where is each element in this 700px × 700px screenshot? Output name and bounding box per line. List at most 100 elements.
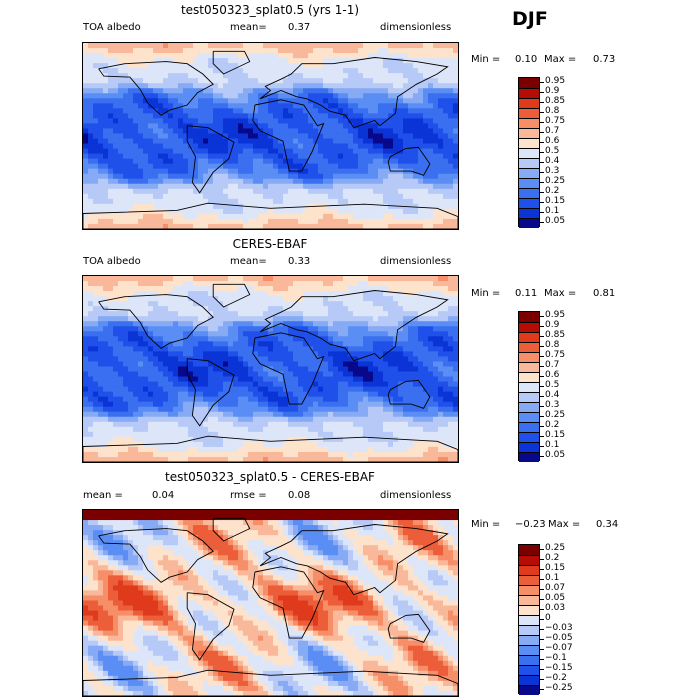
map-cell [328,83,334,89]
map-cell [368,401,374,408]
map-cell [83,148,89,155]
map-cell [318,286,324,292]
map-cell [448,351,454,358]
map-cell [123,138,129,145]
map-cell [128,371,134,378]
map-cell [193,198,199,205]
map-cell [253,301,259,307]
map-cell [353,148,359,155]
map-cell [343,416,349,423]
map-cell [283,83,289,89]
map-cell [288,346,294,353]
map-cell [163,83,169,89]
map-cell [333,356,339,363]
map-cell [253,118,259,125]
map-cell [438,386,444,393]
map-cell [93,223,99,229]
map-cell [413,331,419,337]
map-cell [123,366,129,373]
map-cell [433,178,439,185]
map-cell [303,108,309,114]
map-cell [118,98,124,104]
map-cell [333,158,339,165]
map-cell [343,291,349,297]
map-cell [408,193,414,200]
map-cell [113,43,119,49]
map-cell [203,113,209,120]
map-cell [163,306,169,312]
map-cell [378,281,384,287]
map-cell [103,78,109,84]
map-cell [253,98,259,104]
map-cell [378,73,384,79]
map-cell [133,366,139,373]
map-cell [93,401,99,408]
map-cell [183,203,189,210]
map-cell [88,316,94,322]
map-cell [223,356,229,363]
map-cell [368,311,374,317]
map-cell [88,331,94,337]
map-cell [378,361,384,368]
map-cell [403,356,409,363]
map-cell [398,376,404,383]
map-cell [198,361,204,368]
map-cell [388,406,394,413]
map-cell [113,93,119,99]
map-cell [158,371,164,378]
map-cell [108,193,114,200]
map-cell [283,43,289,49]
map-cell [278,183,284,190]
map-cell [363,351,369,358]
map-cell [343,43,349,49]
map-cell [178,153,184,160]
map-cell [93,68,99,74]
map-cell [228,108,234,114]
map-cell [263,48,269,54]
map-cell [88,188,94,195]
map-cell [263,118,269,125]
map-cell [273,193,279,200]
map-cell [218,43,224,49]
map-cell [138,346,144,353]
map-cell [373,301,379,307]
map-cell [133,213,139,220]
map-cell [108,396,114,403]
map-cell [433,416,439,423]
map-cell [133,78,139,84]
map-cell [228,58,234,64]
map-cell [143,291,149,297]
map-cell [308,73,314,79]
map-cell [273,203,279,210]
map-cell [168,118,174,125]
map-cell [208,188,214,195]
map-cell [303,168,309,175]
map-cell [153,376,159,383]
map-cell [238,366,244,373]
map-cell [218,198,224,205]
map-cell [153,158,159,165]
map-cell [248,158,254,165]
map-cell [98,48,104,54]
map-cell [323,276,329,282]
map-cell [393,58,399,64]
map-cell [243,153,249,160]
map-cell [318,203,324,210]
map-cell [148,311,154,317]
map-cell [423,306,429,312]
map-cell [443,336,449,342]
map-cell [313,218,319,225]
map-cell [108,103,114,109]
map-cell [408,301,414,307]
map-cell [153,223,159,229]
map-cell [213,193,219,200]
map-cell [398,53,404,59]
map-cell [338,213,344,220]
map-cell [338,336,344,342]
map-cell [153,153,159,160]
map-cell [258,148,264,155]
map-cell [88,208,94,215]
map-cell [443,218,449,225]
map-cell [263,203,269,210]
map-cell [273,311,279,317]
